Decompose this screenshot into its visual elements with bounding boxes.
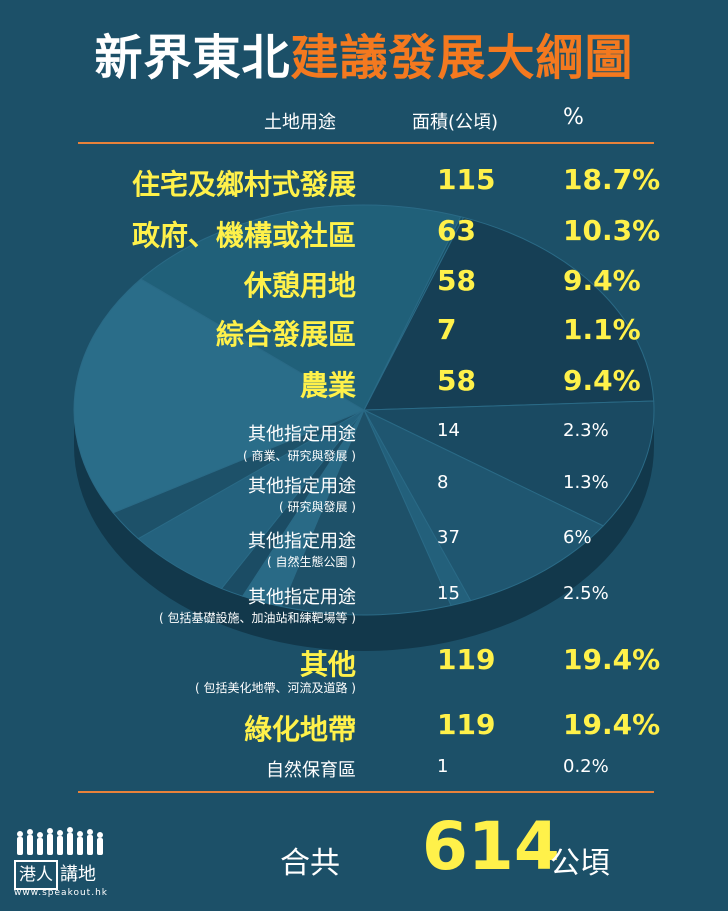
land-use-name: 政府、機構或社區: [131, 219, 356, 252]
land-use-note: ( 包括美化地帶、河流及道路 ): [195, 681, 356, 695]
land-use-name: 其他指定用途: [248, 424, 356, 445]
land-use-percent: 9.4%: [563, 264, 641, 297]
land-use-name: 農業: [299, 369, 356, 402]
land-use-name: 其他指定用途: [248, 587, 356, 608]
land-use-percent: 1.1%: [563, 313, 641, 346]
crowd-silhouette-icon: [17, 827, 103, 855]
land-use-area: 14: [437, 420, 460, 441]
land-use-area: 58: [437, 264, 476, 297]
header-rule: [78, 142, 654, 144]
land-use-percent: 0.2%: [563, 756, 609, 777]
land-use-name: 綠化地帶: [243, 713, 356, 746]
pie-slice: [73, 278, 366, 514]
total-unit: 公頃: [550, 846, 610, 881]
land-use-percent: 18.7%: [563, 163, 661, 196]
logo-side-text: 講地: [60, 864, 96, 885]
land-use-area: 63: [437, 214, 476, 247]
land-use-percent: 19.4%: [563, 643, 661, 676]
footer-rule: [78, 791, 654, 793]
land-use-name: 綜合發展區: [215, 318, 356, 351]
land-use-name: 住宅及鄉村式發展: [131, 168, 356, 201]
pie-slice: [363, 216, 465, 411]
land-use-percent: 6%: [563, 527, 592, 548]
land-use-area: 15: [437, 583, 460, 604]
land-use-name: 休憩用地: [243, 269, 356, 302]
land-use-name: 其他指定用途: [248, 531, 356, 552]
pie-slice: [280, 408, 452, 616]
land-use-note: ( 商業、研究與發展 ): [243, 449, 356, 463]
land-use-note: ( 研究與發展 ): [279, 500, 356, 514]
title-part1: 新界東北: [94, 30, 291, 86]
land-use-percent: 1.3%: [563, 472, 609, 493]
pie-slice: [139, 204, 462, 411]
land-use-name: 其他指定用途: [248, 476, 356, 497]
pie-side: [74, 410, 654, 651]
land-use-note: ( 包括基礎設施、加油站和練靶場等 ): [159, 611, 356, 625]
land-use-area: 119: [437, 643, 496, 676]
land-use-percent: 2.5%: [563, 583, 609, 604]
land-use-area: 58: [437, 364, 476, 397]
pie-slice: [363, 400, 655, 527]
header-area: 面積(公頃): [412, 112, 499, 133]
pie-slice: [363, 216, 655, 411]
land-use-name: 其他: [299, 648, 356, 681]
title-part2: 建議發展大綱圖: [290, 30, 634, 86]
land-use-area: 115: [437, 163, 496, 196]
land-use-percent: 19.4%: [563, 708, 661, 741]
land-use-area: 1: [437, 756, 449, 777]
land-use-area: 7: [437, 313, 457, 346]
speakout-logo: 港人 講地 www.speakout.hk: [14, 824, 114, 898]
header-pct: %: [563, 105, 584, 130]
land-use-percent: 2.3%: [563, 420, 609, 441]
land-use-area: 119: [437, 708, 496, 741]
land-use-percent: 9.4%: [563, 364, 641, 397]
total-label: 合共: [280, 846, 340, 881]
total-value: 614: [422, 808, 560, 885]
land-use-name: 自然保育區: [266, 760, 356, 781]
land-use-area: 8: [437, 472, 449, 493]
page-title: 新界東北建議發展大綱圖: [0, 18, 728, 88]
header-use: 土地用途: [264, 112, 336, 133]
logo-box-text: 港人: [14, 860, 58, 890]
land-use-percent: 10.3%: [563, 214, 661, 247]
logo-url: www.speakout.hk: [14, 888, 108, 898]
land-use-area: 37: [437, 527, 460, 548]
pie-slice: [362, 408, 605, 602]
land-use-note: ( 自然生態公園 ): [267, 555, 356, 569]
